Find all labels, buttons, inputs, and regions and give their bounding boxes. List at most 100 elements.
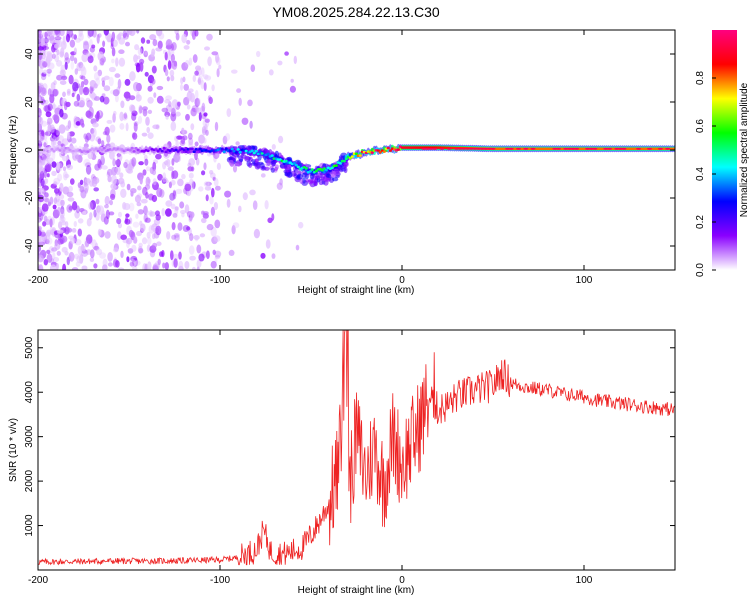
spectrogram-noise-cell — [50, 82, 56, 91]
spectrogram-ridge-cell — [344, 157, 348, 161]
spectrogram-noise-cell — [87, 31, 92, 39]
spectrogram-noise-cell — [59, 108, 64, 118]
spectrogram-noise-cell — [177, 178, 184, 187]
spectrogram-ridge-cell — [146, 149, 150, 153]
spectrogram-ridge-cell — [190, 147, 194, 151]
spectrogram-ridge-cell — [292, 162, 296, 165]
spectrogram-peak-cell — [454, 147, 460, 150]
spectrogram-noise-cell — [252, 200, 258, 210]
spectrogram-noise-cell — [73, 221, 78, 227]
spectrogram-noise-cell — [46, 253, 53, 263]
spectrogram-spread-cell — [231, 154, 237, 162]
spectrogram-noise-cell — [187, 162, 192, 168]
colorbar-label: Normalized spectral amplitude — [739, 82, 750, 217]
spectrogram-noise-cell — [224, 190, 232, 198]
spectrogram-noise-cell — [66, 204, 73, 213]
spectrogram-noise-cell — [215, 53, 220, 63]
spectrogram-noise-cell — [169, 69, 175, 77]
spectrogram-noise-cell — [119, 111, 124, 122]
spectrogram-noise-cell — [53, 197, 58, 205]
spectrogram-noise-cell — [133, 54, 138, 63]
spectrogram-noise-cell — [65, 221, 69, 228]
spectrogram-noise-cell — [165, 159, 171, 167]
y-tick-label: 0 — [24, 147, 35, 153]
spectrogram-noise-cell — [130, 104, 136, 113]
spectrogram-noise-cell — [198, 186, 204, 192]
spectrogram-noise-cell — [195, 65, 202, 71]
spectrogram-noise-cell — [147, 96, 154, 104]
spectrogram-peak-cell — [479, 147, 485, 150]
spectrogram-peak-cell — [457, 147, 463, 150]
spectrogram-ridge-cell — [294, 163, 298, 167]
spectrogram-noise-cell — [38, 54, 43, 60]
y-tick-label: 20 — [24, 96, 35, 108]
spectrogram-ridge-cell — [396, 148, 400, 151]
spectrogram-noise-cell — [152, 242, 158, 248]
spectrogram-noise-cell — [56, 229, 64, 234]
spectrogram-noise-cell — [74, 68, 79, 75]
spectrogram-noise-cell — [38, 157, 42, 164]
snr-y-ticks: 1000 2000 3000 4000 5000 — [24, 336, 675, 537]
spectrogram-noise-cell — [128, 202, 135, 212]
spectrogram-noise-cell — [38, 254, 44, 263]
spectrogram-noise-cell — [51, 139, 55, 147]
spectrogram-noise-cell — [51, 161, 57, 168]
spectrogram-noise-cell — [115, 260, 120, 268]
spectrogram-noise-cell — [162, 161, 167, 170]
spectrogram-noise-cell — [271, 213, 275, 221]
y-tick-label: 4000 — [24, 381, 35, 404]
spectrogram-noise-cell — [175, 111, 181, 117]
y-tick-label: -40 — [24, 238, 35, 253]
spectrogram-noise-cell — [253, 228, 260, 239]
spectrogram-spread-cell — [305, 179, 310, 183]
spectrogram-noise-cell — [78, 30, 83, 37]
spectrogram-noise-cell — [191, 179, 195, 190]
spectrogram-noise-cell — [156, 85, 164, 91]
spectrogram-noise-cell — [143, 213, 148, 223]
spectrogram-noise-cell — [146, 237, 152, 245]
spectrogram-noise-cell — [164, 111, 171, 118]
spectrogram-noise-cell — [204, 75, 212, 81]
spectrogram-noise-cell — [171, 107, 176, 117]
spectrogram-noise-cell — [205, 129, 209, 136]
spectrogram-noise-cell — [49, 93, 55, 104]
spectrogram-noise-cell — [97, 205, 105, 215]
spectrogram-noise-cell — [67, 197, 75, 202]
spectrogram-noise-cell — [200, 79, 205, 90]
spectrogram-noise-cell — [156, 95, 164, 104]
spectrogram-noise-cell — [173, 233, 180, 238]
spectrogram-noise-cell — [127, 248, 134, 254]
colorbar-tick-label: 0.6 — [695, 119, 706, 133]
spectrogram-ridge-cell — [358, 154, 362, 157]
spectrogram-noise-cell — [38, 242, 41, 249]
spectrogram-peak-cell — [516, 147, 521, 150]
spectrogram-noise-cell — [226, 108, 232, 118]
spectrogram-ridge-cell — [234, 151, 238, 154]
spectrogram-noise-cell — [148, 224, 155, 234]
spectrogram-spread-cell — [331, 177, 339, 182]
spectrogram-noise-cell — [81, 265, 88, 270]
spectrogram-peak-cell — [486, 147, 492, 150]
spectrogram-noise-cell — [213, 235, 221, 243]
spectrogram-noise-cell — [188, 137, 194, 146]
spectrogram-noise-cell — [124, 78, 131, 86]
spectrogram-noise-cell — [182, 135, 188, 141]
spectrogram-noise-cell — [99, 95, 105, 103]
spectrogram-noise-cell — [53, 80, 57, 86]
spectrogram-noise-cell — [54, 188, 60, 194]
spectrogram-noise-cell — [95, 212, 100, 221]
spectrogram-noise-cell — [93, 72, 100, 81]
spectrogram-noise-cell — [146, 126, 150, 134]
spectrogram-noise-cell — [170, 179, 176, 186]
spectrogram-noise-cell — [226, 198, 231, 208]
spectrogram-noise-cell — [59, 182, 64, 192]
spectrogram-noise-cell — [260, 173, 266, 178]
spectrogram-noise-cell — [38, 124, 42, 131]
spectrogram-noise-cell — [52, 257, 60, 262]
spectrogram-noise-cell — [71, 228, 77, 233]
spectrogram-noise-cell — [161, 208, 165, 217]
spectrogram-noise-cell — [52, 89, 58, 97]
spectrogram-noise-cell — [164, 99, 171, 104]
spectrogram-noise-cell — [152, 233, 156, 240]
spectrogram-noise-cell — [97, 228, 102, 237]
